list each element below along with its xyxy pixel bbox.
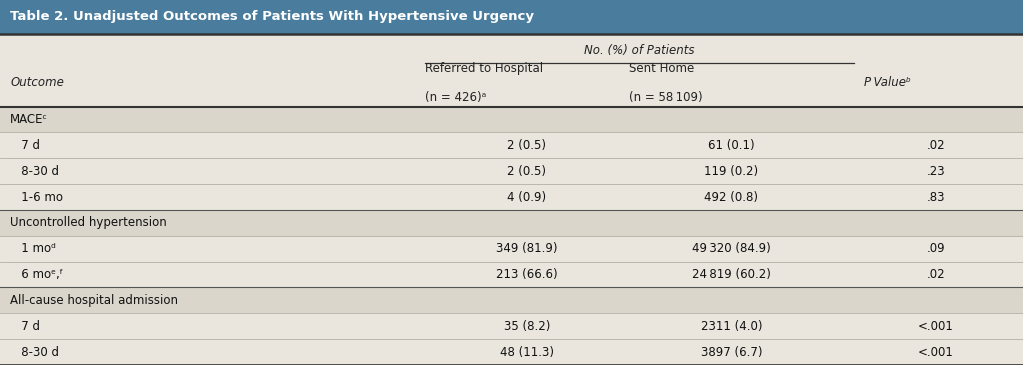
Text: 35 (8.2): 35 (8.2) xyxy=(503,320,550,333)
Text: Table 2. Unadjusted Outcomes of Patients With Hypertensive Urgency: Table 2. Unadjusted Outcomes of Patients… xyxy=(10,10,534,23)
Text: All-cause hospital admission: All-cause hospital admission xyxy=(10,294,178,307)
Text: .23: .23 xyxy=(927,165,945,178)
Text: 492 (0.8): 492 (0.8) xyxy=(705,191,758,204)
Text: 4 (0.9): 4 (0.9) xyxy=(507,191,546,204)
Text: 7 d: 7 d xyxy=(10,139,40,152)
Text: (n = 58 109): (n = 58 109) xyxy=(629,91,703,104)
Bar xyxy=(0,210,1023,236)
Text: 2 (0.5): 2 (0.5) xyxy=(507,139,546,152)
Text: <.001: <.001 xyxy=(918,320,954,333)
Text: 8-30 d: 8-30 d xyxy=(10,346,59,358)
Text: .09: .09 xyxy=(927,242,945,255)
Text: 349 (81.9): 349 (81.9) xyxy=(496,242,558,255)
Bar xyxy=(0,288,1023,313)
Text: 6 moᵉ,ᶠ: 6 moᵉ,ᶠ xyxy=(10,268,63,281)
Text: 1-6 mo: 1-6 mo xyxy=(10,191,63,204)
Bar xyxy=(0,132,1023,158)
Text: 119 (0.2): 119 (0.2) xyxy=(705,165,758,178)
Bar xyxy=(0,107,1023,132)
Bar xyxy=(0,0,1023,34)
Text: 2311 (4.0): 2311 (4.0) xyxy=(701,320,762,333)
Text: P Valueᵇ: P Valueᵇ xyxy=(864,76,911,89)
Text: 24 819 (60.2): 24 819 (60.2) xyxy=(692,268,771,281)
Text: 1 moᵈ: 1 moᵈ xyxy=(10,242,56,255)
Text: .83: .83 xyxy=(927,191,945,204)
Bar xyxy=(0,262,1023,288)
Text: 61 (0.1): 61 (0.1) xyxy=(708,139,755,152)
Text: .02: .02 xyxy=(927,139,945,152)
Bar xyxy=(0,236,1023,262)
Bar xyxy=(0,184,1023,210)
Text: Sent Home: Sent Home xyxy=(629,62,695,75)
Text: 7 d: 7 d xyxy=(10,320,40,333)
Text: 48 (11.3): 48 (11.3) xyxy=(500,346,553,358)
Text: 213 (66.6): 213 (66.6) xyxy=(496,268,558,281)
Text: 3897 (6.7): 3897 (6.7) xyxy=(701,346,762,358)
Text: MACEᶜ: MACEᶜ xyxy=(10,113,48,126)
Bar xyxy=(0,158,1023,184)
Text: .02: .02 xyxy=(927,268,945,281)
Text: No. (%) of Patients: No. (%) of Patients xyxy=(584,43,695,57)
Text: Uncontrolled hypertension: Uncontrolled hypertension xyxy=(10,216,167,229)
Text: Referred to Hospital: Referred to Hospital xyxy=(425,62,542,75)
Bar xyxy=(0,313,1023,339)
Bar xyxy=(0,339,1023,365)
Text: 8-30 d: 8-30 d xyxy=(10,165,59,178)
Text: 2 (0.5): 2 (0.5) xyxy=(507,165,546,178)
Text: <.001: <.001 xyxy=(918,346,954,358)
Text: Outcome: Outcome xyxy=(10,76,64,89)
Text: 49 320 (84.9): 49 320 (84.9) xyxy=(693,242,770,255)
Text: (n = 426)ᵃ: (n = 426)ᵃ xyxy=(425,91,486,104)
Bar xyxy=(0,34,1023,107)
